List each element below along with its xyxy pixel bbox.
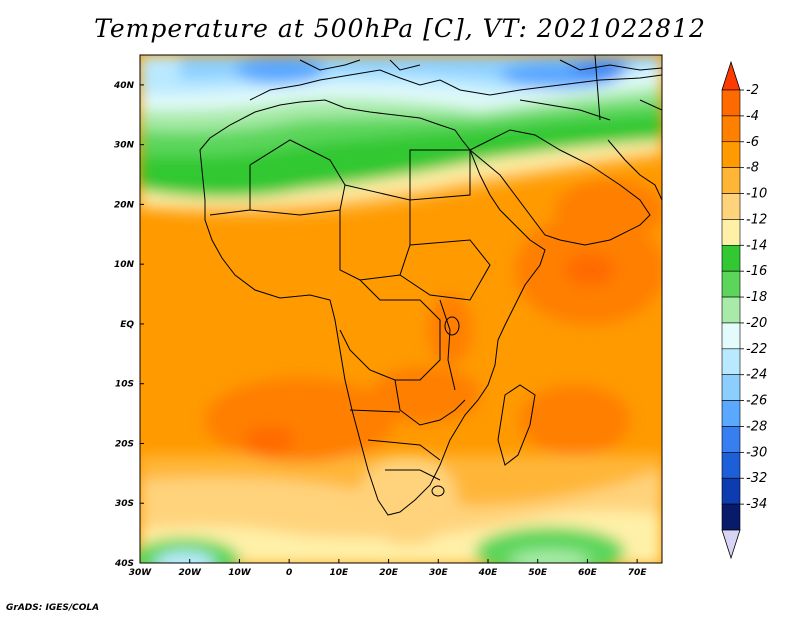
lat-tick-label: 10S xyxy=(115,380,134,390)
colorbar-swatch xyxy=(721,141,741,168)
colorbar-label: -24 xyxy=(746,368,767,383)
map-title: Temperature at 500hPa [C], VT: 202102281… xyxy=(94,14,706,43)
colorbar-bottom-arrow xyxy=(721,529,741,560)
plot-frame xyxy=(139,54,663,564)
colorbar-top-arrow xyxy=(721,60,741,91)
field-minus2-b xyxy=(565,254,615,286)
colorbar-swatch xyxy=(721,193,741,220)
sudan-borders xyxy=(399,149,491,301)
colorbar-label: -14 xyxy=(746,238,767,253)
field-minus4-arabia xyxy=(555,180,662,240)
colorbar-swatch xyxy=(721,244,741,272)
lon-tick-label: 50E xyxy=(528,568,548,578)
lon-tick-label: 30E xyxy=(429,568,449,578)
lon-tick-label: 30W xyxy=(129,568,153,578)
colorbar-label: -10 xyxy=(746,187,767,202)
colorbar-swatch xyxy=(721,503,741,531)
lake-victoria xyxy=(444,316,460,336)
colorbar-swatch xyxy=(721,426,741,453)
field-lightgreen-se xyxy=(510,550,590,563)
great-lakes-rift xyxy=(439,299,456,391)
colorbar-swatch xyxy=(721,374,741,401)
lon-tick-label: 10W xyxy=(228,568,252,578)
latitude-axis: 40N 30N 20N 10N EQ 10S 20S 30S 40S xyxy=(113,81,144,569)
lat-tick-label: 40N xyxy=(113,81,135,91)
colorbar: -2 -4 -6 -8 -10 -12 -14 -16 -18 -20 -22 -24 -26 -28 -3… xyxy=(721,60,767,560)
colorbar-label: -30 xyxy=(746,445,767,460)
colorbar-label: -8 xyxy=(746,161,759,176)
colorbar-label: -20 xyxy=(746,316,767,331)
field-minus2-a xyxy=(245,426,295,454)
mediterranean-coast xyxy=(249,69,662,101)
lat-tick-label: EQ xyxy=(120,320,134,330)
colorbar-swatch xyxy=(721,400,741,427)
field-minus10-sa xyxy=(358,455,458,545)
lon-tick-label: 0 xyxy=(286,568,292,578)
europe-coast xyxy=(299,59,662,71)
lat-tick-label: 20S xyxy=(115,439,134,449)
madagascar-coastline xyxy=(497,384,536,466)
field-minus4-indian-s xyxy=(520,385,630,455)
lon-tick-label: 20W xyxy=(178,568,202,578)
colorbar-label: -28 xyxy=(746,419,767,434)
coastlines xyxy=(199,55,662,516)
asia-borders xyxy=(519,55,662,121)
grads-credit: GrADS: IGES/COLA xyxy=(6,603,100,613)
lon-tick-label: 10E xyxy=(330,568,350,578)
colorbar-swatch xyxy=(721,452,741,479)
field-blue-sw xyxy=(155,551,215,563)
lesotho xyxy=(431,485,445,497)
lat-tick-label: 40S xyxy=(114,559,134,569)
colorbar-swatch xyxy=(721,270,741,298)
colorbar-label: -12 xyxy=(746,212,767,227)
persian-gulf-coast xyxy=(607,139,662,201)
colorbar-label: -32 xyxy=(746,471,767,486)
lon-tick-label: 40E xyxy=(478,568,499,578)
colorbar-label: -16 xyxy=(746,264,767,279)
colorbar-label: -2 xyxy=(746,83,759,98)
temperature-field xyxy=(140,55,662,563)
lat-tick-label: 20N xyxy=(114,200,135,210)
colorbar-label: -4 xyxy=(746,109,759,124)
field-minus4-atlantic xyxy=(205,378,395,462)
lon-tick-label: 60E xyxy=(578,568,598,578)
lat-tick-label: 30N xyxy=(114,141,135,151)
lat-tick-label: 30S xyxy=(115,499,134,509)
field-minus28-ne xyxy=(570,60,630,76)
colorbar-swatch xyxy=(721,477,741,505)
central-africa-borders xyxy=(339,279,441,381)
colorbar-swatch xyxy=(721,296,741,324)
colorbar-swatch xyxy=(721,89,741,117)
lat-tick-label: 10N xyxy=(114,260,135,270)
lon-tick-label: 20E xyxy=(379,568,399,578)
colorbar-swatch xyxy=(721,167,741,194)
arabia-coastline xyxy=(469,129,651,246)
lon-tick-label: 70E xyxy=(628,568,648,578)
colorbar-swatch xyxy=(721,219,741,246)
colorbar-label: -34 xyxy=(746,497,767,512)
colorbar-label: -6 xyxy=(746,135,759,150)
colorbar-label: -22 xyxy=(746,342,767,357)
field-green-se xyxy=(475,527,625,563)
africa-coastline xyxy=(199,99,546,516)
colorbar-swatch xyxy=(721,348,741,376)
colorbar-swatch xyxy=(721,322,741,350)
longitude-axis: 30W 20W 10W 0 10E 20E 30E 40E 50E 60E 70E xyxy=(129,559,648,578)
field-minus26-north xyxy=(235,56,325,84)
colorbar-swatch xyxy=(721,115,741,143)
colorbar-label: -18 xyxy=(746,290,767,305)
colorbar-label: -26 xyxy=(746,394,767,409)
southern-africa-borders xyxy=(349,379,466,481)
